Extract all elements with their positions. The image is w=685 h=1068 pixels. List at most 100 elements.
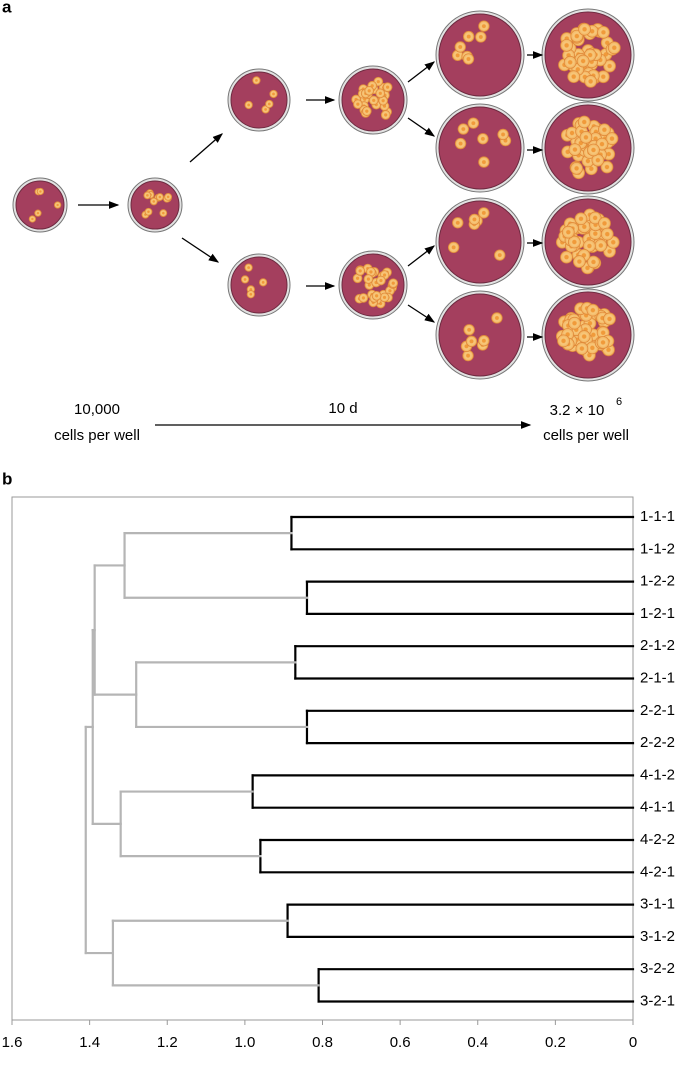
leaf-label: 1-1-2 xyxy=(640,540,675,557)
nucleus xyxy=(601,331,605,335)
nucleus xyxy=(602,221,606,225)
nucleus xyxy=(600,142,604,146)
nucleus xyxy=(589,79,593,83)
nucleus xyxy=(591,260,595,264)
panel-label: a xyxy=(2,0,12,16)
nucleus xyxy=(482,160,486,164)
dish xyxy=(231,257,287,313)
leaf-label: 3-1-2 xyxy=(640,928,675,945)
nucleus xyxy=(456,54,460,58)
nucleus xyxy=(607,249,611,253)
nucleus xyxy=(602,128,606,132)
nucleus xyxy=(576,67,580,71)
nucleus xyxy=(601,30,605,34)
leaf-label: 4-2-1 xyxy=(640,863,675,880)
nucleus xyxy=(383,296,386,299)
nucleus xyxy=(383,274,386,277)
nucleus xyxy=(159,196,161,198)
dish xyxy=(439,107,521,189)
panel-a: a 10,000 cells per well 10 d 3.2 × 10 6 … xyxy=(2,0,634,444)
leaf-label: 4-1-2 xyxy=(640,766,675,783)
x-tick-label: 0.4 xyxy=(467,1034,488,1051)
nucleus xyxy=(593,232,597,236)
leaf-label: 1-1-1 xyxy=(640,508,675,525)
nucleus xyxy=(473,218,477,222)
nucleus xyxy=(590,346,594,350)
nucleus xyxy=(375,294,378,297)
nucleus xyxy=(580,346,584,350)
nucleus xyxy=(388,289,391,292)
nucleus xyxy=(369,270,372,273)
nucleus xyxy=(56,204,58,206)
nucleus xyxy=(605,232,609,236)
nucleus xyxy=(582,120,586,124)
leaf-label: 4-2-2 xyxy=(640,831,675,848)
x-tick-label: 1.2 xyxy=(157,1034,178,1051)
nucleus xyxy=(612,46,616,50)
nucleus xyxy=(39,190,41,192)
nucleus xyxy=(386,86,389,89)
nucleus xyxy=(367,278,370,281)
nucleus xyxy=(593,216,597,220)
leaf-label: 3-2-2 xyxy=(640,960,675,977)
nucleus xyxy=(31,218,33,220)
nucleus xyxy=(591,148,595,152)
nucleus xyxy=(456,221,460,225)
nucleus xyxy=(459,142,463,146)
nucleus xyxy=(591,308,595,312)
end-unit: cells per well xyxy=(543,427,629,444)
x-tick-label: 1.4 xyxy=(79,1034,100,1051)
nucleus xyxy=(372,99,375,102)
nucleus xyxy=(452,246,456,250)
nucleus xyxy=(607,152,611,156)
nucleus xyxy=(255,79,258,82)
nucleus xyxy=(586,159,590,163)
x-tick-label: 1.6 xyxy=(2,1034,23,1051)
nucleus xyxy=(392,282,395,285)
nucleus xyxy=(481,137,485,141)
nucleus xyxy=(565,43,569,47)
nucleus xyxy=(587,244,591,248)
nucleus xyxy=(575,166,579,170)
leaf-label: 1-2-1 xyxy=(640,605,675,622)
nucleus xyxy=(272,93,275,96)
nucleus xyxy=(564,255,568,259)
dishes xyxy=(13,9,634,381)
nucleus xyxy=(579,217,583,221)
leaf-label: 1-2-2 xyxy=(640,573,675,590)
nucleus xyxy=(162,212,164,214)
nucleus xyxy=(575,34,579,38)
nucleus xyxy=(610,137,614,141)
nucleus xyxy=(458,45,462,49)
nucleus xyxy=(359,269,362,272)
leaf-label: 2-1-2 xyxy=(640,637,675,654)
start-unit: cells per well xyxy=(54,427,140,444)
nucleus xyxy=(249,293,252,296)
nucleus xyxy=(247,266,250,269)
nucleus xyxy=(262,281,265,284)
nucleus xyxy=(498,253,502,257)
x-tick-label: 1.0 xyxy=(234,1034,255,1051)
nucleus xyxy=(573,147,577,151)
nucleus xyxy=(581,59,585,63)
nucleus xyxy=(379,92,382,95)
plot-frame xyxy=(12,497,633,1020)
nucleus xyxy=(584,135,588,139)
x-tick-label: 0.8 xyxy=(312,1034,333,1051)
nucleus xyxy=(167,196,169,198)
leaf-label: 2-2-2 xyxy=(640,734,675,751)
nucleus xyxy=(147,211,149,213)
leaf-label: 2-2-1 xyxy=(640,702,675,719)
nucleus xyxy=(566,230,570,234)
nucleus xyxy=(588,53,592,57)
nucleus xyxy=(356,103,359,106)
nucleus xyxy=(368,283,371,286)
x-tick-label: 0.2 xyxy=(545,1034,566,1051)
nucleus xyxy=(601,340,605,344)
nucleus xyxy=(589,167,593,171)
nucleus xyxy=(379,279,382,282)
nucleus xyxy=(605,165,609,169)
nucleus xyxy=(561,339,565,343)
nucleus xyxy=(582,27,586,31)
nucleus xyxy=(467,57,471,61)
